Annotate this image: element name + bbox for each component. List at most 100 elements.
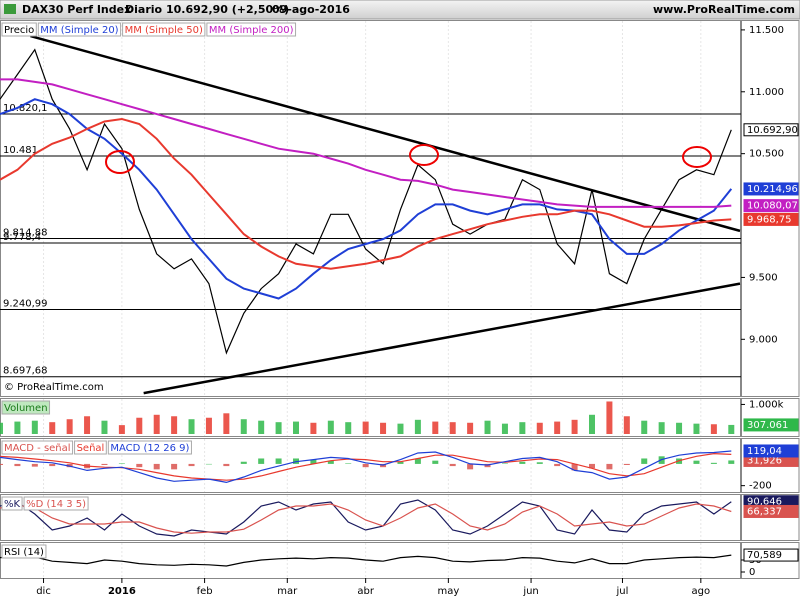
bar	[171, 416, 178, 434]
bar	[275, 458, 282, 464]
bar	[658, 422, 665, 434]
y-tick-label: 0	[749, 567, 755, 578]
bar	[14, 421, 21, 434]
level-label: 10.481	[3, 145, 38, 156]
y-tick-label: 11.500	[749, 25, 784, 36]
legend-box	[1, 544, 47, 559]
bar	[728, 424, 735, 434]
bar	[519, 422, 526, 434]
x-tick-label: 2016	[108, 586, 136, 597]
bar	[327, 420, 334, 434]
value-label: 9.968,75	[747, 214, 792, 225]
bar	[84, 416, 91, 434]
level-label: 9.240,99	[3, 298, 48, 309]
bar	[432, 421, 439, 434]
bar	[397, 423, 404, 434]
value-label: 90,646	[747, 497, 782, 508]
legend-label: Volumen	[4, 403, 48, 414]
bar	[136, 417, 143, 434]
bar	[571, 463, 578, 471]
bar	[728, 460, 735, 464]
header-bar	[0, 0, 800, 20]
y-tick-label: 11.000	[749, 87, 784, 98]
bar	[623, 463, 630, 465]
bar	[380, 422, 387, 434]
level-label: 8.697,68	[3, 366, 48, 377]
bar	[606, 463, 613, 470]
legend-box	[1, 440, 74, 455]
legend-label: MACD (12 26 9)	[110, 443, 189, 454]
bar	[449, 422, 456, 434]
series-line	[0, 554, 732, 567]
bar	[118, 425, 125, 434]
bar	[345, 422, 352, 434]
bar	[432, 460, 439, 464]
bar	[641, 458, 648, 464]
level-label: 10.820,1	[3, 103, 48, 114]
legend-label: %D (14 3 5)	[26, 499, 86, 510]
period: Diario	[125, 3, 163, 16]
bar	[136, 463, 143, 468]
bar	[414, 458, 421, 464]
y-tick-label: 9.500	[749, 272, 778, 283]
copyright: © ProRealTime.com	[4, 382, 104, 393]
bar	[31, 463, 38, 467]
bar	[327, 460, 334, 464]
date: 09-ago-2016	[272, 3, 350, 16]
plot-area: 11.500 11.000 10.500 9.500 9.000 10.820,1 10.4…	[0, 20, 800, 597]
series-line	[0, 48, 732, 355]
value-label-box	[743, 444, 799, 458]
bar	[676, 422, 683, 434]
highlight-ellipse	[105, 150, 135, 174]
legend-box	[1, 22, 37, 37]
legend-label: MM (Simple 50)	[125, 25, 203, 36]
legend-box	[122, 22, 206, 37]
bar	[467, 463, 474, 470]
y-tick-label: 1.000k	[749, 399, 784, 410]
legend-box	[23, 496, 89, 511]
bar	[449, 463, 456, 467]
bar	[223, 463, 230, 467]
x-tick-label: abr	[357, 586, 374, 597]
series-line	[0, 117, 732, 270]
bar	[362, 421, 369, 434]
bar	[49, 422, 56, 434]
bar	[484, 420, 491, 434]
level-label: 9.814,88	[3, 227, 48, 238]
panel	[0, 20, 741, 397]
bar	[205, 417, 212, 434]
x-tick-label: jun	[522, 586, 538, 597]
bar	[693, 423, 700, 434]
value-label: 10.692,90	[747, 125, 798, 136]
value-label: 10.214,96	[747, 184, 798, 195]
series-line	[0, 499, 732, 537]
bar	[66, 419, 73, 434]
panel	[0, 494, 741, 541]
highlight-ellipse	[409, 144, 439, 166]
bar	[31, 420, 38, 434]
value-label-box	[743, 182, 799, 196]
bar	[275, 422, 282, 434]
value-label-box	[743, 504, 799, 518]
bar	[554, 463, 561, 467]
bar	[101, 420, 108, 434]
value-label: 307.061	[747, 420, 788, 431]
bar	[501, 423, 508, 434]
bar	[693, 460, 700, 464]
bar	[554, 421, 561, 434]
bar	[571, 419, 578, 434]
x-tick-label: jul	[616, 586, 629, 597]
bar	[519, 461, 526, 464]
bar	[589, 414, 595, 434]
bar	[710, 462, 717, 464]
value-label: 31,926	[747, 455, 782, 466]
bar	[536, 462, 543, 464]
bar	[589, 463, 595, 469]
trendline	[143, 282, 741, 395]
value-label-box	[743, 548, 799, 562]
legend-box	[206, 22, 297, 37]
bar	[153, 414, 160, 434]
bar	[188, 419, 195, 434]
bar	[240, 461, 247, 464]
